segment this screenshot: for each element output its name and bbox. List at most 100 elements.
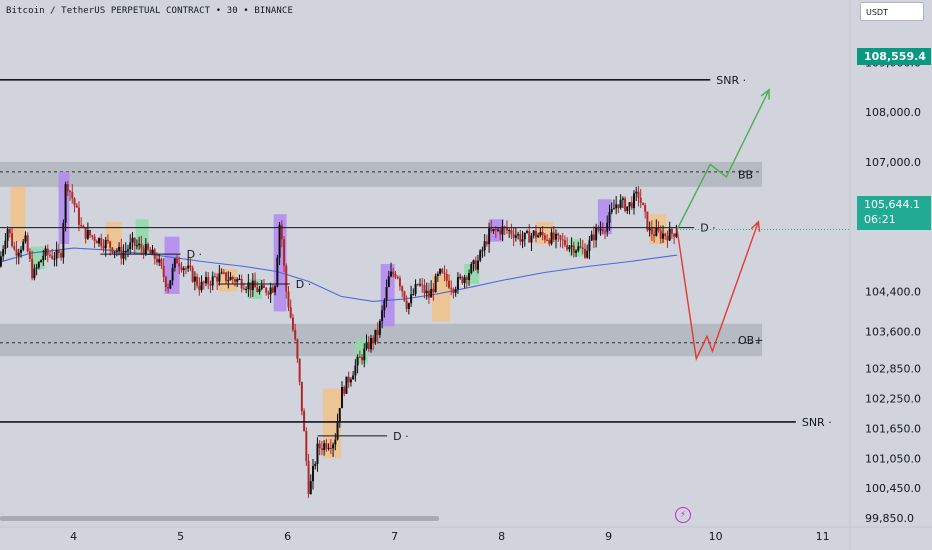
candle-body-54 xyxy=(120,246,123,259)
candle-body-293 xyxy=(653,234,656,236)
candle-body-11 xyxy=(24,235,27,242)
candle-body-224 xyxy=(499,229,502,235)
candle-body-254 xyxy=(566,245,569,250)
candle-body-149 xyxy=(332,444,335,449)
candle-body-203 xyxy=(452,289,455,293)
candle-body-148 xyxy=(329,447,332,449)
candle-body-1 xyxy=(2,249,5,257)
candle-body-246 xyxy=(548,239,551,244)
candle-body-298 xyxy=(664,233,667,236)
zone-label-0: BB xyxy=(738,168,753,181)
candle-body-135 xyxy=(300,381,303,412)
candle-body-160 xyxy=(356,356,359,366)
candle-body-294 xyxy=(655,227,658,236)
candle-body-47 xyxy=(104,239,107,249)
candle-body-23 xyxy=(51,255,54,259)
candle-body-272 xyxy=(606,222,609,232)
candle-body-295 xyxy=(657,227,660,231)
candle-body-76 xyxy=(169,280,172,289)
candle-body-208 xyxy=(463,277,466,284)
candle-body-107 xyxy=(238,278,241,280)
currency-selector[interactable]: USDT xyxy=(860,2,924,21)
candle-body-281 xyxy=(626,206,629,212)
candle-body-256 xyxy=(570,245,573,247)
candle-body-237 xyxy=(528,231,531,243)
candle-body-222 xyxy=(494,228,497,231)
candle-body-175 xyxy=(390,271,393,277)
candle-body-86 xyxy=(191,267,194,282)
candle-body-28 xyxy=(62,222,65,258)
candle-body-10 xyxy=(22,241,25,250)
candle-body-289 xyxy=(644,205,647,212)
candle-body-85 xyxy=(189,265,192,268)
candle-body-260 xyxy=(579,246,582,248)
candle-body-20 xyxy=(44,248,47,256)
candle-body-56 xyxy=(124,250,127,253)
candle-body-33 xyxy=(73,198,76,206)
candle-body-101 xyxy=(225,272,228,282)
candle-body-14 xyxy=(31,258,34,279)
zone-1 xyxy=(0,323,762,357)
candle-body-130 xyxy=(289,307,292,318)
candle-body-3 xyxy=(6,229,9,241)
candle-body-198 xyxy=(441,269,444,273)
candle-body-4 xyxy=(8,229,11,234)
candle-body-197 xyxy=(439,269,442,274)
highlight-box-green-16 xyxy=(569,239,583,257)
candle-body-300 xyxy=(668,228,671,241)
candle-body-263 xyxy=(586,250,589,258)
highlight-box-purple-5 xyxy=(164,236,180,294)
candle-body-184 xyxy=(410,294,413,304)
y-tick-label-8: 101,650.0 xyxy=(865,422,921,435)
candle-body-243 xyxy=(541,232,544,236)
lightning-icon[interactable]: ⚡ xyxy=(675,507,691,523)
high-level-price-tag: 108,559.4 xyxy=(857,48,931,65)
x-tick-label-0: 4 xyxy=(70,530,77,543)
candle-body-250 xyxy=(557,233,560,236)
projection-arrowhead-down xyxy=(750,220,761,232)
x-tick-label-1: 5 xyxy=(177,530,184,543)
candle-body-179 xyxy=(398,278,401,287)
candle-body-93 xyxy=(207,277,210,284)
candle-body-35 xyxy=(77,207,80,225)
zone-0 xyxy=(0,161,762,187)
candle-body-147 xyxy=(327,447,330,449)
candle-body-214 xyxy=(476,260,479,270)
candle-body-16 xyxy=(35,267,38,269)
candle-body-247 xyxy=(550,232,553,244)
candle-body-2 xyxy=(4,240,7,250)
candle-body-122 xyxy=(271,287,274,293)
candle-body-146 xyxy=(325,443,328,449)
candle-body-144 xyxy=(320,448,323,451)
candle-body-13 xyxy=(28,251,31,259)
candle-body-15 xyxy=(33,268,36,279)
projection-arrowhead-up xyxy=(760,88,770,100)
candle-body-17 xyxy=(37,262,40,268)
candle-body-18 xyxy=(40,260,43,263)
candle-body-285 xyxy=(635,191,638,194)
candle-body-8 xyxy=(17,252,20,256)
candle-body-37 xyxy=(82,226,85,228)
y-tick-label-11: 99,850.0 xyxy=(865,512,914,525)
candle-body-227 xyxy=(505,227,508,231)
y-tick-label-10: 100,450.0 xyxy=(865,482,921,495)
candle-body-63 xyxy=(140,243,143,249)
candle-body-266 xyxy=(592,234,595,241)
candle-body-215 xyxy=(479,250,482,261)
candle-body-221 xyxy=(492,228,495,231)
candle-body-143 xyxy=(318,443,321,449)
candle-body-131 xyxy=(291,317,294,331)
candle-body-129 xyxy=(287,291,290,308)
candle-body-206 xyxy=(459,276,462,278)
candle-body-202 xyxy=(450,287,453,290)
candle-body-162 xyxy=(361,356,364,361)
x-tick-label-6: 10 xyxy=(709,530,723,543)
candle-body-252 xyxy=(561,239,564,241)
candle-body-141 xyxy=(314,463,317,467)
time-scrollbar[interactable] xyxy=(0,516,439,521)
candle-body-96 xyxy=(213,276,216,278)
x-tick-label-4: 8 xyxy=(498,530,505,543)
candle-body-58 xyxy=(129,242,132,250)
